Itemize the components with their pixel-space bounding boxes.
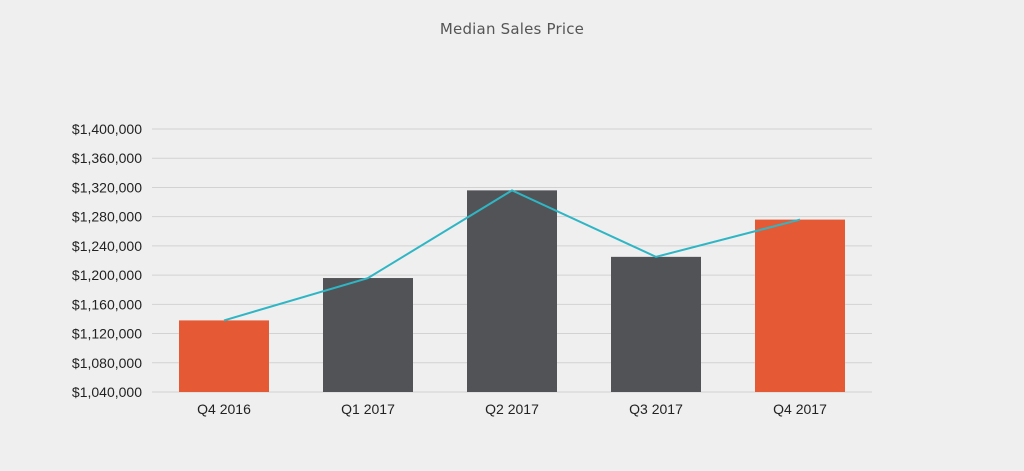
bar-q3-2017 (611, 256, 701, 392)
y-tick-label: $1,240,000 (72, 238, 142, 254)
x-tick-label: Q4 2017 (773, 401, 827, 417)
x-tick-label: Q2 2017 (485, 401, 539, 417)
y-tick-label: $1,360,000 (72, 150, 142, 166)
y-tick-label: $1,080,000 (72, 355, 142, 371)
y-tick-label: $1,120,000 (72, 326, 142, 342)
bar-q1-2017 (323, 278, 413, 392)
y-tick-label: $1,280,000 (72, 209, 142, 225)
x-tick-label: Q3 2017 (629, 401, 683, 417)
chart-title: Median Sales Price (439, 20, 585, 38)
trend-line (223, 189, 801, 322)
x-tick-label: Q4 2016 (197, 401, 251, 417)
bar-q4-2016 (179, 320, 269, 392)
y-tick-label: $1,320,000 (72, 179, 142, 195)
y-tick-label: $1,160,000 (72, 296, 142, 312)
y-tick-label: $1,400,000 (72, 121, 142, 137)
y-tick-label: $1,200,000 (72, 267, 142, 283)
bar-q4-2017 (755, 219, 845, 392)
y-tick-label: $1,040,000 (72, 384, 142, 400)
bar-q2-2017 (467, 190, 557, 392)
x-tick-label: Q1 2017 (341, 401, 395, 417)
bars (179, 190, 845, 392)
y-axis-tick-labels: $1,040,000 $1,080,000 $1,120,000 $1,160,000… (72, 121, 142, 400)
trend-line-layer (223, 189, 801, 322)
x-axis-tick-labels: Q4 2016 Q1 2017 Q2 2017 Q3 2017 Q4 2017 (197, 401, 827, 417)
